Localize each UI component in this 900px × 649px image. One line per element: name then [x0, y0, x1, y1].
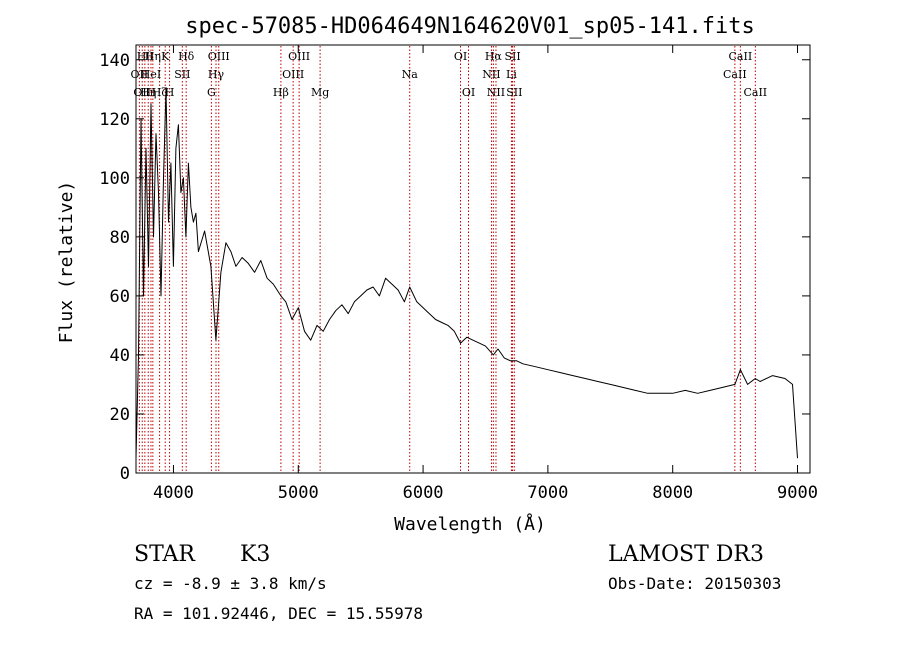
emission-line-label: OI	[454, 50, 467, 63]
y-tick-label: 40	[110, 346, 130, 366]
y-tick-label: 140	[99, 51, 130, 71]
emission-line-label: Li	[506, 68, 517, 81]
emission-line-label: HeI	[141, 68, 161, 81]
x-tick-label: 8000	[652, 483, 693, 503]
y-tick-label: 20	[110, 405, 130, 425]
emission-line-label: SII	[504, 50, 520, 63]
x-tick-label: 9000	[777, 483, 818, 503]
emission-line-label: CaII	[723, 68, 747, 81]
object-class: STAR	[134, 542, 196, 567]
emission-line-label: OIII	[208, 50, 230, 63]
y-tick-label: 80	[110, 228, 130, 248]
emission-line-label: Hβ	[273, 86, 289, 99]
y-tick-label: 100	[99, 169, 130, 189]
emission-line-label: G	[207, 86, 216, 99]
emission-line-label: Hη	[140, 86, 156, 99]
emission-line-label: OII	[131, 68, 149, 81]
object-subclass: K3	[240, 542, 270, 567]
emission-line-label: NII	[482, 68, 500, 81]
emission-line-label: Hζ	[152, 86, 168, 99]
emission-line-label: Na	[402, 68, 419, 81]
emission-line-label: SII	[174, 68, 190, 81]
emission-line-label: Mg	[311, 86, 329, 99]
emission-line-label: OI	[462, 86, 475, 99]
chart-title: spec-57085-HD064649N164620V01_sp05-141.f…	[185, 14, 755, 39]
y-tick-label: 60	[110, 287, 130, 307]
emission-line-label: OIII	[282, 68, 304, 81]
survey-name: LAMOST DR3	[608, 542, 764, 567]
emission-line-label: Hα	[485, 50, 503, 63]
y-axis: 0 20 40 60 80 100 120 140	[99, 51, 810, 484]
emission-line-label: H	[165, 86, 175, 99]
emission-line-label: OIII	[288, 50, 310, 63]
obs-date: Obs-Date: 20150303	[608, 574, 781, 593]
emission-line-label: SII	[506, 86, 522, 99]
emission-line-label: Hγ	[208, 68, 225, 81]
x-tick-label: 6000	[403, 483, 444, 503]
y-tick-label: 120	[99, 110, 130, 130]
emission-line-markers	[138, 46, 756, 472]
x-axis: 4000 5000 6000 7000 8000 9000	[153, 45, 818, 503]
redshift-text: cz = -8.9 ± 3.8 km/s	[134, 574, 327, 593]
emission-line-label: CaII	[743, 86, 767, 99]
emission-line-label: K	[161, 50, 170, 63]
plot-frame	[135, 44, 811, 474]
emission-line-label: CaII	[729, 50, 753, 63]
coordinates-text: RA = 101.92446, DEC = 15.55978	[134, 604, 423, 623]
x-tick-label: 7000	[527, 483, 568, 503]
x-tick-label: 5000	[278, 483, 319, 503]
spectrum-line	[135, 88, 798, 459]
y-tick-label: 0	[120, 464, 130, 484]
series-group	[135, 88, 798, 459]
emission-line-label: Hδ	[178, 50, 195, 63]
x-tick-label: 4000	[153, 483, 194, 503]
emission-line-label: Hη	[145, 50, 161, 63]
emission-line-label: OII	[133, 86, 151, 99]
y-axis-label: Flux (relative)	[56, 181, 77, 344]
x-axis-label: Wavelength (Å)	[394, 513, 546, 535]
emission-line-label: NII	[487, 86, 505, 99]
emission-line-labels: OIIOIIHθHηHeIHηHζKHSIIHδGHγOIIIHβOIIIOII…	[131, 50, 768, 99]
